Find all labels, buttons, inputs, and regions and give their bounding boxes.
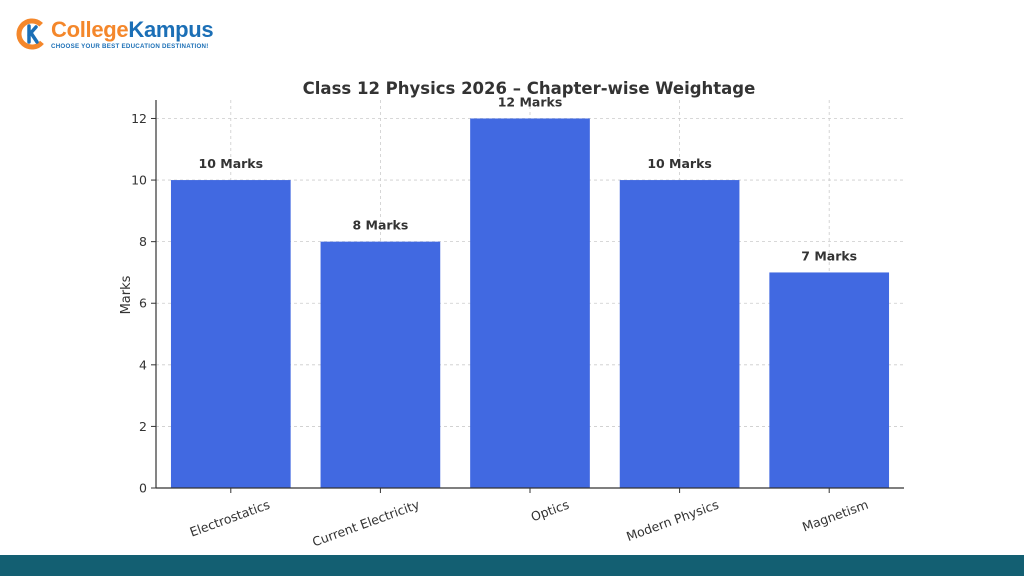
x-tick-label: Modern Physics — [624, 497, 720, 544]
brand-logo: CollegeKampus CHOOSE YOUR BEST EDUCATION… — [16, 14, 214, 54]
bar-data-label: 7 Marks — [801, 248, 857, 263]
bar-data-label: 10 Marks — [199, 156, 264, 171]
bar — [619, 180, 740, 489]
y-axis-label: Marks — [119, 275, 134, 314]
brand-name-part2: Kampus — [128, 16, 214, 42]
x-tick-label: Magnetism — [800, 497, 870, 535]
y-tick-label: 4 — [139, 357, 147, 372]
y-tick-label: 12 — [131, 111, 147, 126]
bars — [170, 118, 890, 489]
y-tick-label: 6 — [139, 296, 147, 311]
bar — [170, 180, 291, 489]
bar-data-label: 12 Marks — [498, 94, 563, 109]
x-tick-label: Electrostatics — [188, 497, 272, 540]
y-tick-label: 2 — [139, 419, 147, 434]
collegekampus-logo-icon — [16, 18, 48, 50]
bar — [470, 118, 590, 488]
brand-tagline: CHOOSE YOUR BEST EDUCATION DESTINATION! — [51, 42, 209, 50]
y-tick-label: 10 — [131, 173, 147, 188]
bar-data-label: 8 Marks — [352, 218, 408, 233]
x-tick-label: Optics — [529, 497, 571, 525]
x-tick-label: Current Electricity — [310, 497, 422, 550]
bar — [320, 241, 441, 488]
y-tick-label: 0 — [139, 481, 147, 496]
axes — [151, 100, 904, 493]
bar-data-label: 10 Marks — [647, 156, 712, 171]
brand-name-part1: College — [51, 16, 129, 42]
footer-bar — [0, 555, 1024, 576]
y-tick-label: 8 — [139, 234, 147, 249]
bar-chart: Class 12 Physics 2026 – Chapter-wise Wei… — [119, 79, 904, 550]
bar — [769, 272, 890, 488]
brand-name: CollegeKampus — [51, 16, 214, 42]
chart-title: Class 12 Physics 2026 – Chapter-wise Wei… — [303, 79, 756, 98]
